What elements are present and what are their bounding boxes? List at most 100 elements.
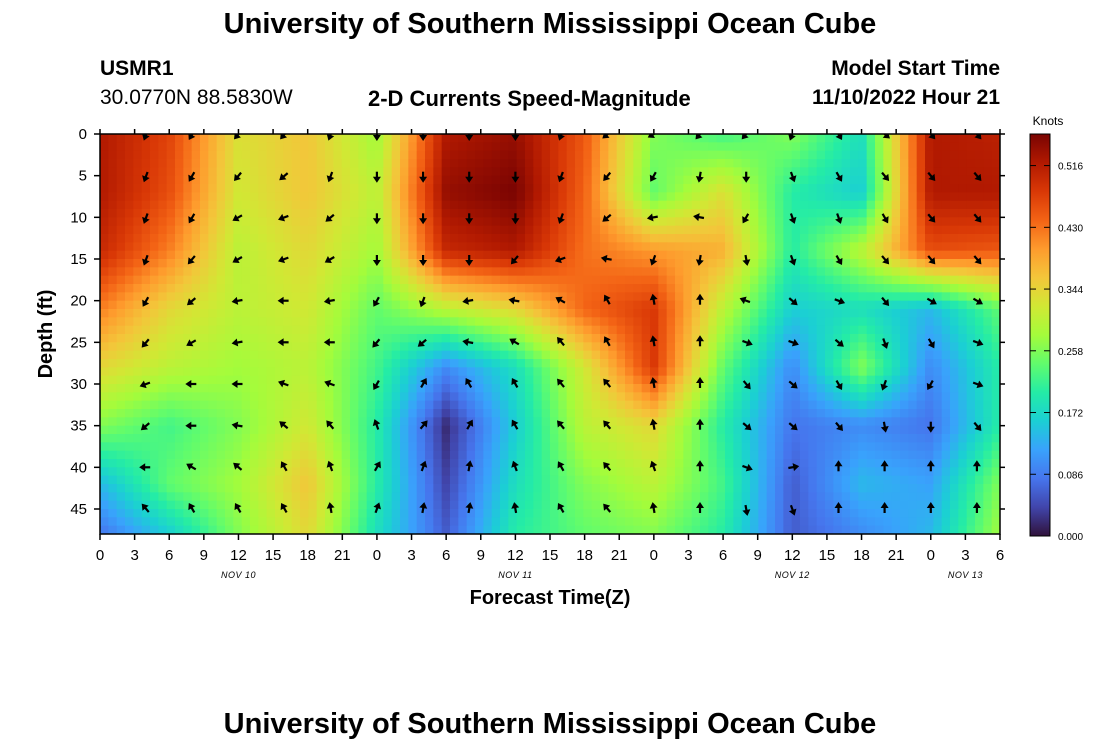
heatmap-cell	[283, 159, 293, 168]
heatmap-cell	[300, 459, 309, 468]
heatmap-cell	[266, 442, 276, 452]
heatmap-cell	[341, 359, 351, 368]
heatmap-cell	[800, 459, 809, 468]
heatmap-cell	[641, 275, 651, 285]
heatmap-cell	[983, 442, 993, 452]
heatmap-cell	[125, 134, 134, 143]
heatmap-cell	[500, 342, 509, 352]
heatmap-cell	[741, 325, 751, 335]
heatmap-cell	[833, 259, 843, 268]
heatmap-cell	[616, 200, 626, 210]
heatmap-cell	[450, 242, 459, 252]
heatmap-cell	[558, 367, 568, 377]
heatmap-cell	[450, 209, 459, 218]
heatmap-cell	[425, 225, 434, 235]
heatmap-cell	[508, 159, 518, 168]
heatmap-cell	[725, 375, 734, 385]
heatmap-cell	[933, 309, 943, 318]
heatmap-cell	[166, 409, 176, 418]
heatmap-cell	[808, 325, 818, 335]
heatmap-cell	[691, 159, 701, 168]
heatmap-cell	[241, 300, 251, 310]
heatmap-cell	[800, 317, 809, 327]
heatmap-cell	[850, 442, 859, 452]
heatmap-cell	[183, 292, 193, 302]
heatmap-cell	[458, 259, 468, 268]
heatmap-cell	[950, 350, 959, 360]
heatmap-cell	[250, 342, 259, 352]
heatmap-cell	[566, 317, 576, 327]
heatmap-cell	[433, 250, 443, 260]
heatmap-cell	[675, 392, 684, 402]
heatmap-cell	[425, 167, 434, 177]
heatmap-cell	[608, 234, 618, 243]
heatmap-cell	[408, 367, 418, 377]
heatmap-cell	[300, 467, 309, 477]
heatmap-cell	[675, 217, 684, 227]
heatmap-cell	[491, 175, 501, 185]
heatmap-cell	[766, 459, 776, 468]
heatmap-cell	[491, 292, 501, 302]
heatmap-cell	[275, 517, 284, 527]
heatmap-cell	[625, 159, 634, 168]
heatmap-cell	[691, 492, 701, 502]
heatmap-cell	[733, 267, 743, 277]
heatmap-cell	[400, 392, 409, 402]
heatmap-cell	[350, 259, 359, 268]
heatmap-cell	[325, 467, 334, 477]
heatmap-cell	[675, 467, 684, 477]
heatmap-cell	[258, 209, 268, 218]
heatmap-cell	[533, 167, 543, 177]
heatmap-cell	[841, 350, 851, 360]
heatmap-cell	[266, 334, 276, 343]
heatmap-cell	[183, 167, 193, 177]
heatmap-cell	[508, 484, 518, 493]
heatmap-cell	[241, 509, 251, 518]
heatmap-cell	[108, 359, 118, 368]
heatmap-cell	[383, 417, 393, 427]
heatmap-cell	[458, 484, 468, 493]
heatmap-cell	[816, 392, 826, 402]
heatmap-cell	[583, 217, 593, 227]
heatmap-cell	[525, 142, 534, 152]
heatmap-cell	[575, 367, 584, 377]
heatmap-cell	[300, 159, 309, 168]
heatmap-cell	[525, 284, 534, 293]
heatmap-cell	[566, 409, 576, 418]
heatmap-cell	[408, 192, 418, 202]
heatmap-cell	[675, 459, 684, 468]
heatmap-cell	[550, 500, 559, 510]
heatmap-cell	[775, 275, 784, 285]
heatmap-cell	[375, 359, 384, 368]
heatmap-cell	[175, 225, 184, 235]
heatmap-cell	[916, 225, 926, 235]
heatmap-cell	[950, 200, 959, 210]
heatmap-cell	[325, 409, 334, 418]
heatmap-cell	[433, 400, 443, 410]
heatmap-cell	[808, 350, 818, 360]
heatmap-cell	[725, 459, 734, 468]
heatmap-cell	[658, 417, 668, 427]
heatmap-cell	[641, 342, 651, 352]
heatmap-cell	[933, 142, 943, 152]
heatmap-cell	[633, 417, 643, 427]
heatmap-cell	[641, 350, 651, 360]
heatmap-cell	[808, 192, 818, 202]
heatmap-cell	[733, 292, 743, 302]
heatmap-cell	[341, 500, 351, 510]
heatmap-cell	[241, 409, 251, 418]
heatmap-cell	[175, 300, 184, 310]
heatmap-cell	[225, 250, 234, 260]
heatmap-cell	[866, 250, 876, 260]
heatmap-cell	[716, 450, 726, 460]
heatmap-cell	[508, 225, 518, 235]
heatmap-cell	[483, 234, 493, 243]
heatmap-cell	[716, 417, 726, 427]
heatmap-cell	[833, 142, 843, 152]
heatmap-cell	[658, 392, 668, 402]
heatmap-cell	[925, 475, 934, 485]
heatmap-cell	[600, 225, 609, 235]
heatmap-cell	[575, 175, 584, 185]
heatmap-cell	[925, 467, 934, 477]
heatmap-cell	[241, 209, 251, 218]
